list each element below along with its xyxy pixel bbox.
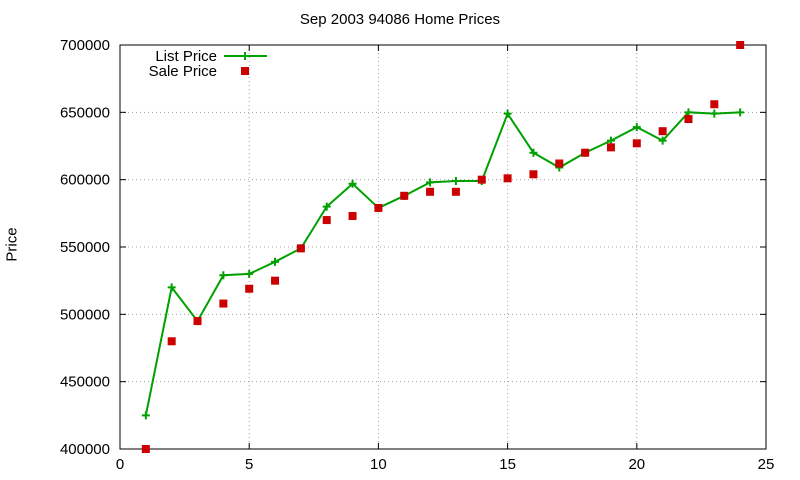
x-tick-label: 0 xyxy=(116,456,124,473)
x-tick-label: 10 xyxy=(370,456,387,473)
list-price-point xyxy=(426,178,435,187)
sale-price-point xyxy=(555,159,564,168)
y-tick-label: 550000 xyxy=(60,239,110,256)
y-tick-label: 500000 xyxy=(60,306,110,323)
grid-lines xyxy=(120,45,766,449)
sale-price-point xyxy=(529,170,538,179)
legend-label-sale-price: Sale Price xyxy=(149,63,217,80)
list-price-point xyxy=(322,202,331,211)
sale-price-point xyxy=(322,216,331,225)
sale-price-point xyxy=(141,445,150,453)
sale-price-point xyxy=(296,244,305,253)
x-tick-label: 5 xyxy=(245,456,253,473)
sale-price-point xyxy=(245,284,254,293)
legend-marker-sale-price xyxy=(241,67,249,75)
sale-price-point xyxy=(477,175,486,184)
list-price-point xyxy=(167,283,176,292)
list-price-point xyxy=(219,271,228,280)
legend-label-list-price: List Price xyxy=(155,48,217,65)
sale-price-point xyxy=(710,100,719,109)
sale-price-point xyxy=(581,148,590,157)
x-tick-label: 20 xyxy=(628,456,645,473)
sale-price-point xyxy=(167,337,176,346)
sale-price-point xyxy=(219,299,228,308)
list-price-point xyxy=(451,177,460,186)
sale-price-point xyxy=(632,139,641,148)
sale-price-point xyxy=(426,187,435,196)
y-tick-label: 450000 xyxy=(60,374,110,391)
y-tick-label: 400000 xyxy=(60,441,110,458)
sale-price-point xyxy=(736,41,745,49)
x-tick-label: 25 xyxy=(758,456,775,473)
list-price-point xyxy=(658,136,667,145)
list-price-line xyxy=(144,111,741,416)
list-price-point xyxy=(245,269,254,278)
axis-ticks: 0 5 10 15 20 25 400000 450000 500000 550000 600000… xyxy=(60,37,774,473)
series-layer xyxy=(141,41,745,453)
sale-price-point xyxy=(400,191,409,200)
sale-price-point xyxy=(658,127,667,136)
legend-marker-list-price xyxy=(241,52,249,60)
sale-price-point xyxy=(271,276,280,285)
list-price-point xyxy=(141,411,150,420)
sale-price-point xyxy=(606,143,615,152)
list-price-point xyxy=(529,148,538,157)
sale-price-point xyxy=(374,203,383,212)
list-price-point xyxy=(632,123,641,132)
x-tick-label: 15 xyxy=(499,456,516,473)
list-price-point xyxy=(606,136,615,145)
y-tick-label: 650000 xyxy=(60,104,110,121)
sale-price-point xyxy=(348,212,357,221)
sale-price-point xyxy=(503,174,512,183)
sale-price-point xyxy=(684,115,693,124)
chart-title: Sep 2003 94086 Home Prices xyxy=(299,11,501,28)
list-price-point xyxy=(271,257,280,266)
y-tick-label: 700000 xyxy=(60,37,110,54)
list-price-point xyxy=(736,108,745,117)
list-price-point xyxy=(710,109,719,118)
y-tick-label: 600000 xyxy=(60,172,110,189)
sale-price-point xyxy=(451,187,460,196)
list-price-point xyxy=(348,179,357,188)
sale-price-point xyxy=(193,317,202,326)
list-price-point xyxy=(684,108,693,117)
list-price-point xyxy=(503,109,512,118)
